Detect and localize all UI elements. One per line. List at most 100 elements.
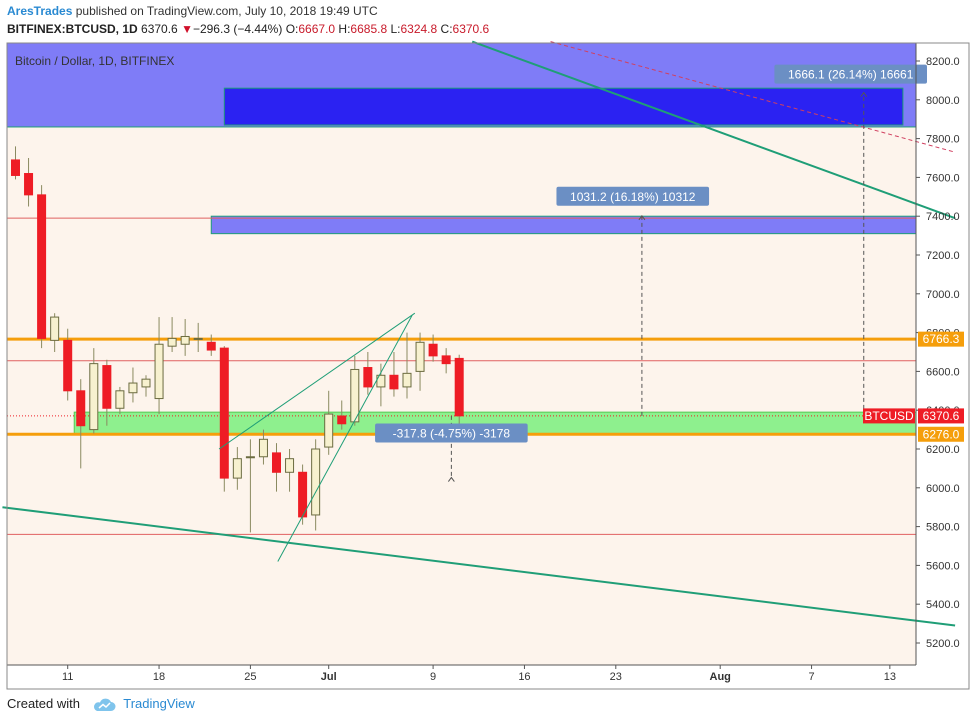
candle[interactable] xyxy=(441,348,451,374)
open-label: O: xyxy=(285,22,299,36)
x-tick-label: 25 xyxy=(244,671,256,683)
candle[interactable] xyxy=(63,328,73,401)
candle-body xyxy=(258,438,268,458)
published-text: published on TradingView.com, July 10, 2… xyxy=(75,4,378,18)
candle[interactable] xyxy=(376,363,386,407)
candle-body xyxy=(311,448,321,516)
close-value: 6370.6 xyxy=(452,22,490,36)
candle[interactable] xyxy=(415,332,425,391)
candle[interactable] xyxy=(128,367,138,403)
x-tick-label: 13 xyxy=(884,671,896,683)
plot-background xyxy=(7,43,916,665)
candle[interactable] xyxy=(193,322,203,352)
high-label: H: xyxy=(338,22,351,36)
last-price: 6370.6 xyxy=(141,22,178,36)
measure-1031-label-box xyxy=(556,186,710,206)
last-price-box xyxy=(918,408,964,424)
y-tick-label: 5800.0 xyxy=(926,522,960,534)
low-label: L: xyxy=(390,22,401,36)
candle[interactable] xyxy=(50,313,60,352)
measure-neg318-label: -317.8 (-4.75%) -3178 xyxy=(393,426,511,440)
candle-body xyxy=(428,343,438,357)
candle[interactable] xyxy=(428,334,438,362)
candle-body xyxy=(50,316,60,341)
candle-body xyxy=(389,374,399,390)
y-tick-label: 6000.0 xyxy=(926,483,960,495)
y-tick-label: 7000.0 xyxy=(926,289,960,301)
candle[interactable] xyxy=(180,319,190,356)
y-tick-label: 7800.0 xyxy=(926,134,960,146)
footer: Created with TradingView xyxy=(7,696,195,712)
candle-body xyxy=(245,456,255,459)
axis-price-label: 6766.3 xyxy=(923,332,960,346)
candle[interactable] xyxy=(206,334,216,356)
candle[interactable] xyxy=(89,348,99,434)
symbol-tag: BTCUSD xyxy=(864,409,914,423)
tradingview-link[interactable]: TradingView xyxy=(123,696,195,711)
candle-body xyxy=(37,194,47,339)
candle-body xyxy=(193,337,203,340)
wedge-line-a[interactable] xyxy=(218,312,416,450)
axis-label-box-6276.0 xyxy=(918,426,964,442)
candle[interactable] xyxy=(24,158,34,207)
candle[interactable] xyxy=(167,317,177,352)
measure-neg318-arrow-icon xyxy=(447,476,455,482)
author-name[interactable]: AresTrades xyxy=(7,4,73,18)
candle-body xyxy=(102,365,112,409)
close-label: C: xyxy=(440,22,453,36)
candle[interactable] xyxy=(245,439,255,533)
high-value: 6685.8 xyxy=(350,22,388,36)
candle[interactable] xyxy=(141,375,151,397)
wedge-line-b[interactable] xyxy=(277,314,413,562)
candle-body xyxy=(219,347,229,479)
candle[interactable] xyxy=(115,386,125,415)
candle-body xyxy=(24,173,34,196)
candle-body xyxy=(76,390,86,427)
candle[interactable] xyxy=(350,355,360,426)
candle[interactable] xyxy=(272,443,281,492)
mid-blue-zone[interactable] xyxy=(210,215,917,235)
x-tick-label: 18 xyxy=(153,671,165,683)
candle[interactable] xyxy=(11,146,20,180)
y-tick-label: 7200.0 xyxy=(926,250,960,262)
candle-body xyxy=(11,159,20,176)
candle[interactable] xyxy=(258,429,268,465)
upper-downtrend-line[interactable] xyxy=(471,40,956,220)
candle[interactable] xyxy=(219,346,229,492)
x-tick-label: 7 xyxy=(808,671,814,683)
candle-body xyxy=(441,355,451,365)
price-chart[interactable]: 1666.1 (26.14%) 16661 1031.2 (16.18%) 103… xyxy=(0,0,970,690)
candle[interactable] xyxy=(102,359,112,426)
dark-blue-zone[interactable] xyxy=(223,87,904,126)
candle[interactable] xyxy=(363,352,373,395)
candle-body xyxy=(167,337,177,347)
candle[interactable] xyxy=(402,332,412,399)
candle[interactable] xyxy=(324,390,334,455)
candle[interactable] xyxy=(76,379,86,469)
candle-body xyxy=(285,458,295,473)
candle[interactable] xyxy=(37,185,47,349)
candle-body xyxy=(454,357,464,417)
created-with-text: Created with xyxy=(7,696,80,711)
lower-downtrend-line[interactable] xyxy=(2,506,956,627)
y-tick-label: 7400.0 xyxy=(926,211,960,223)
y-tick-label: 8000.0 xyxy=(926,95,960,107)
candle-body xyxy=(376,374,386,388)
x-tick-label: 16 xyxy=(518,671,530,683)
candle-body xyxy=(141,378,151,388)
candle-body xyxy=(272,452,281,473)
tradingview-cloud-icon xyxy=(93,698,116,711)
open-value: 6667.0 xyxy=(298,22,336,36)
candle-body xyxy=(63,339,73,392)
last-price-axis-label: 6370.6 xyxy=(923,409,960,423)
candle[interactable] xyxy=(337,400,347,430)
candle[interactable] xyxy=(232,447,242,490)
candle[interactable] xyxy=(285,449,295,492)
candle[interactable] xyxy=(389,352,399,397)
candle[interactable] xyxy=(311,439,321,531)
candle[interactable] xyxy=(454,354,464,425)
measure-1666-label-box xyxy=(774,64,927,84)
axis-price-label: 6276.0 xyxy=(923,427,960,441)
candle[interactable] xyxy=(154,317,164,415)
candle-body xyxy=(89,363,99,431)
